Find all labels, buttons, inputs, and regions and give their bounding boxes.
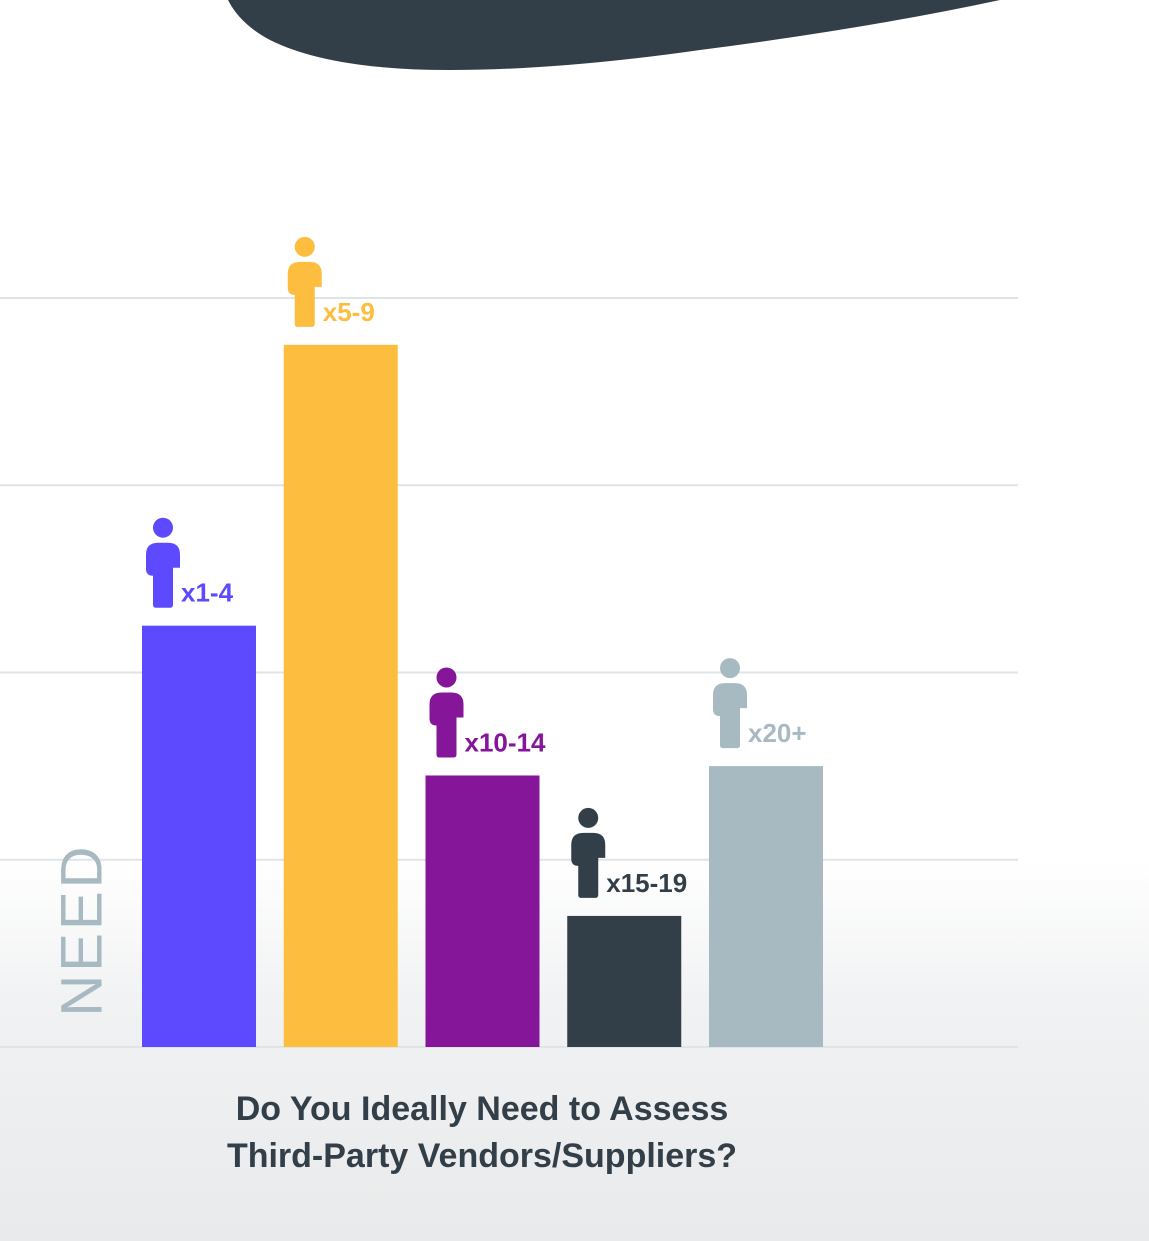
y-axis-label: NEED [49,843,115,1017]
bar-1 [142,625,256,1047]
person-icon [429,667,464,758]
person-icon [287,236,322,327]
person-icon [146,517,180,608]
bar-labels: x1-4 x5-9 x10-14 x15-19 x20+ [146,236,807,898]
bar-label-3: x10-14 [465,727,546,757]
bar-4 [567,915,682,1047]
person-icon [571,807,606,898]
bars [142,344,823,1047]
bar-label-1: x1-4 [181,578,234,608]
bar-label-4: x15-19 [606,868,687,898]
decorative-blob [228,0,1000,70]
bar-label-5: x20+ [748,718,807,748]
chart-title-line-1: Do You Ideally Need to Assess [235,1090,729,1128]
bar-2 [283,344,398,1047]
bar-5 [709,766,823,1047]
bar-3 [425,775,540,1047]
bar-label-2: x5-9 [323,297,375,327]
chart-title: Do You Ideally Need to Assess Third-Part… [227,1086,737,1180]
person-icon [713,658,747,749]
chart-title-line-2: Third-Party Vendors/Suppliers? [226,1137,738,1175]
